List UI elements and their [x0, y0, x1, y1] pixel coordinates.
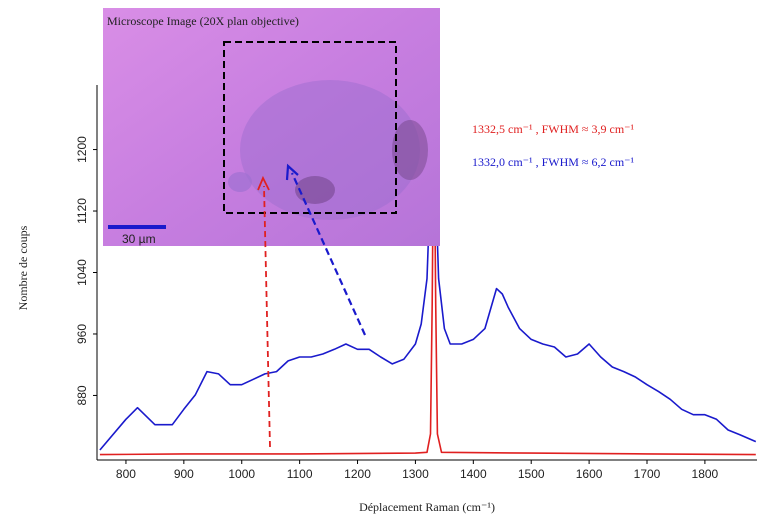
arrow-head	[285, 163, 299, 181]
sample-spot	[392, 120, 428, 180]
y-tick-label: 1040	[75, 259, 89, 286]
x-tick-label: 900	[174, 467, 194, 481]
microscope-image	[103, 8, 440, 246]
x-tick-label: 1500	[518, 467, 545, 481]
y-tick-label: 880	[75, 385, 89, 405]
x-tick-label: 1000	[228, 467, 255, 481]
y-tick-label: 960	[75, 324, 89, 344]
y-tick-label: 1200	[75, 136, 89, 163]
legend-entry: 1332,0 cm⁻¹ , FWHM ≈ 6,2 cm⁻¹	[472, 155, 635, 169]
x-tick-label: 1200	[344, 467, 371, 481]
scale-bar-label: 30 µm	[122, 232, 156, 246]
x-tick-label: 1800	[692, 467, 719, 481]
x-tick-label: 1700	[634, 467, 661, 481]
inset-caption: Microscope Image (20X plan objective)	[107, 14, 299, 28]
microscope-inset: 30 µm Microscope Image (20X plan objecti…	[103, 8, 440, 246]
x-tick-label: 1300	[402, 467, 429, 481]
arrow	[263, 185, 271, 448]
x-tick-label: 1100	[287, 467, 313, 481]
arrows	[257, 163, 367, 448]
sample-spot	[228, 172, 252, 192]
sample-region	[240, 80, 420, 220]
x-tick-label: 1400	[460, 467, 487, 481]
sample-spot	[295, 176, 335, 204]
x-tick-label: 1600	[576, 467, 603, 481]
arrow-head	[257, 175, 270, 191]
axes: 800 900 1000 1100 1200 1300 1400 1500 1600 1700 18…	[75, 85, 757, 481]
y-axis-title: Nombre de coups	[16, 225, 30, 310]
x-tick-label: 800	[116, 467, 136, 481]
legend-entry: 1332,5 cm⁻¹ , FWHM ≈ 3,9 cm⁻¹	[472, 122, 635, 136]
x-axis-title: Déplacement Raman (cm⁻¹)	[359, 500, 495, 514]
arrow	[290, 172, 367, 336]
y-tick-label: 1120	[75, 198, 89, 224]
